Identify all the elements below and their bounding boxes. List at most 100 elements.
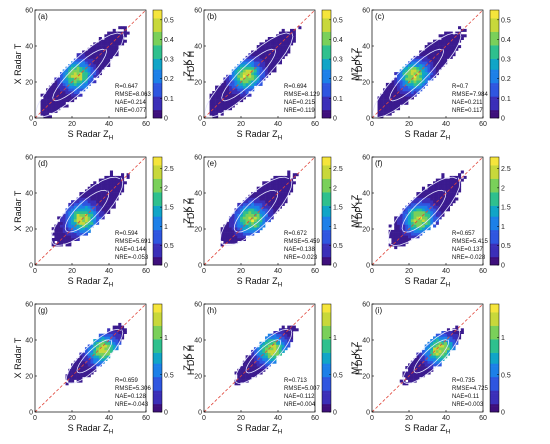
density-bin — [408, 61, 412, 65]
density-bin — [455, 341, 459, 345]
density-bin — [441, 42, 445, 46]
colorbar-tick-label: 0.1 — [333, 96, 343, 103]
density-bin — [68, 216, 72, 220]
density-bin — [107, 186, 111, 190]
density-bin — [408, 235, 412, 239]
density-bin — [419, 368, 423, 372]
colorbar-segment — [153, 178, 162, 182]
density-bin — [287, 189, 291, 193]
density-bin — [265, 213, 269, 217]
density-bin — [73, 211, 77, 214]
density-bin — [441, 213, 445, 217]
density-bin — [220, 107, 224, 111]
density-bin — [385, 104, 389, 108]
density-bin — [287, 181, 291, 185]
density-bin — [68, 202, 72, 206]
density-bin — [68, 224, 72, 228]
density-bin — [118, 26, 122, 30]
density-bin — [76, 53, 80, 57]
density-bin — [68, 77, 72, 81]
colorbar-segment — [322, 385, 331, 388]
density-bin — [262, 194, 266, 198]
density-bin — [112, 205, 116, 209]
density-bin — [79, 82, 83, 86]
density-bin — [267, 47, 271, 51]
density-bin — [101, 341, 105, 345]
colorbar-segment — [322, 317, 331, 321]
density-bin — [228, 235, 233, 239]
density-bin — [248, 202, 252, 206]
x-tick-label: 40 — [274, 268, 282, 275]
density-bin — [444, 197, 448, 201]
density-bin — [270, 213, 274, 217]
density-bin — [57, 82, 61, 86]
density-bin — [65, 243, 69, 247]
density-bin — [435, 339, 439, 343]
density-bin — [256, 227, 260, 231]
density-bin — [98, 178, 102, 182]
density-bin — [51, 101, 55, 105]
density-bin — [399, 91, 403, 94]
density-bin — [76, 80, 80, 84]
stat-text: NAE=0.211 — [452, 100, 483, 106]
colorbar-segment — [153, 243, 162, 247]
density-bin — [410, 93, 414, 97]
density-bin — [112, 344, 116, 348]
density-bin — [112, 181, 116, 185]
density-bin — [259, 208, 263, 212]
density-bin — [413, 224, 417, 228]
density-bin — [96, 352, 100, 356]
density-bin — [410, 85, 414, 89]
density-bin — [444, 341, 448, 345]
colorbar-segment — [322, 331, 331, 334]
colorbar-segment — [322, 314, 331, 318]
x-tick-label: 40 — [442, 268, 450, 275]
density-bin — [452, 45, 456, 49]
density-bin — [391, 85, 395, 89]
density-bin — [256, 192, 260, 196]
colorbar-segment — [490, 69, 499, 73]
density-bin — [430, 213, 434, 217]
x-tick-label: 0 — [202, 415, 206, 422]
density-bin — [416, 363, 420, 367]
density-bin — [101, 344, 105, 348]
density-bin — [402, 80, 406, 84]
density-bin — [270, 181, 274, 185]
density-bin — [446, 333, 451, 337]
density-bin — [267, 333, 271, 337]
density-bin — [421, 227, 426, 231]
density-bin — [444, 42, 448, 46]
density-bin — [421, 224, 426, 228]
density-bin — [410, 61, 414, 65]
y-tick-label: 20 — [362, 80, 370, 87]
density-bin — [433, 352, 437, 356]
density-bin — [430, 360, 434, 364]
density-bin — [109, 331, 114, 334]
density-bin — [449, 336, 453, 340]
density-bin — [256, 197, 260, 201]
density-bin — [262, 352, 266, 356]
density-bin — [109, 202, 114, 206]
colorbar: 00.51 — [489, 303, 511, 417]
density-bin — [455, 47, 459, 51]
density-bin — [424, 50, 428, 54]
density-bin — [79, 221, 83, 225]
density-bin — [394, 88, 398, 92]
density-bin — [441, 352, 445, 356]
density-bin — [121, 189, 125, 193]
density-bin — [245, 69, 249, 73]
density-bin — [446, 349, 451, 353]
density-bin — [54, 232, 58, 236]
density-bin — [107, 349, 111, 353]
density-bin — [87, 221, 91, 225]
density-bin — [265, 205, 269, 209]
stat-text: RMSE=4.725 — [452, 386, 489, 392]
colorbar-segment — [153, 344, 162, 348]
colorbar-segment — [153, 20, 162, 24]
density-bin — [115, 53, 119, 57]
density-bin — [438, 45, 442, 49]
density-bin — [421, 74, 426, 78]
density-bin — [270, 186, 274, 190]
density-bin — [231, 216, 235, 220]
density-bin — [267, 194, 271, 198]
